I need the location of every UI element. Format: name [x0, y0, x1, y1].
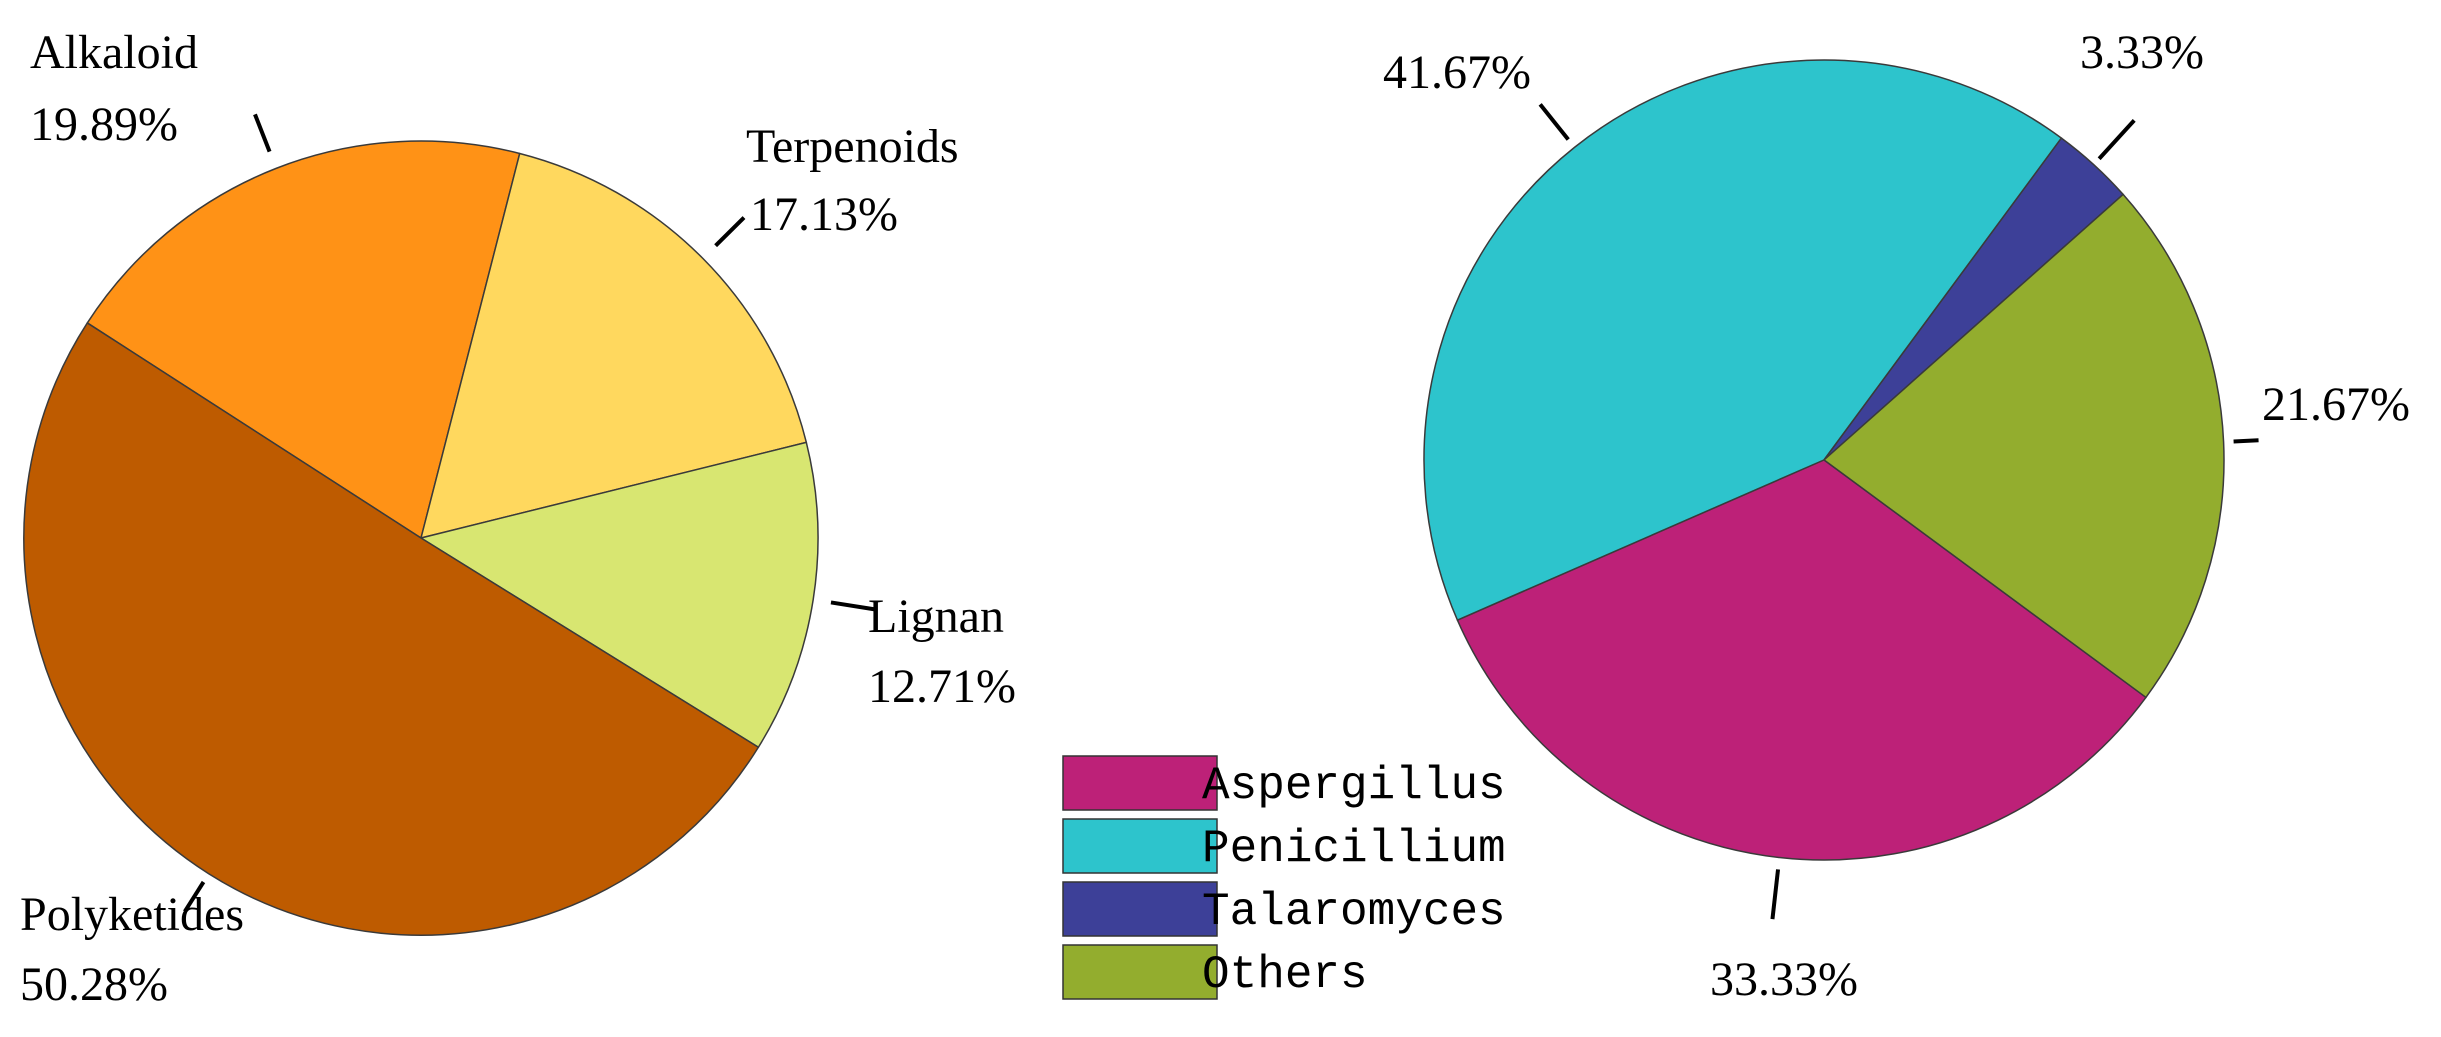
legend-label-talaromyces: Talaromyces — [1202, 886, 1506, 938]
slice-percent-label-others: 21.67% — [2262, 378, 2410, 431]
legend-swatch-penicillium — [1062, 818, 1218, 874]
legend-swatch-talaromyces — [1062, 881, 1218, 937]
legend-label-aspergillus: Aspergillus — [1202, 760, 1506, 812]
pie-slice-alkaloid — [86, 140, 521, 539]
slice-percent-label-polyketides: 50.28% — [20, 958, 168, 1011]
slice-percent-label-lignan: 12.71% — [868, 660, 1016, 713]
legend-swatch-aspergillus — [1062, 755, 1218, 811]
slice-percent-label-alkaloid: 19.89% — [30, 98, 178, 151]
pie-slice-penicillium — [1423, 59, 2063, 621]
legend-label-others: Others — [1202, 949, 1368, 1001]
slice-name-label-terpenoids: Terpenoids — [746, 120, 959, 173]
pie-slice-aspergillus — [1456, 459, 2147, 861]
leader-line-talaromyces — [2097, 118, 2136, 161]
slice-name-label-alkaloid: Alkaloid — [30, 26, 198, 79]
leader-line-others — [2233, 438, 2259, 444]
legend-swatch-others — [1062, 944, 1218, 1000]
pie-slice-terpenoids — [420, 152, 808, 539]
legend-label-penicillium: Penicillium — [1202, 823, 1506, 875]
slice-name-label-lignan: Lignan — [868, 590, 1004, 643]
slice-percent-label-aspergillus: 33.33% — [1710, 953, 1858, 1006]
pie-slice-polyketides — [23, 322, 760, 936]
pie-slice-others — [1823, 193, 2225, 699]
leader-line-alkaloid — [253, 113, 272, 153]
leader-line-lignan — [830, 600, 877, 612]
slice-percent-label-talaromyces: 3.33% — [2080, 26, 2204, 79]
genus-pie-chart: 41.67% 3.33% 21.67% 33.33% — [1383, 26, 2410, 1006]
slice-name-label-polyketides: Polyketides — [20, 888, 244, 941]
leader-line-penicillium — [1538, 103, 1570, 141]
slice-percent-label-penicillium: 41.67% — [1383, 46, 1531, 99]
slice-percent-label-terpenoids: 17.13% — [750, 188, 898, 241]
leader-line-terpenoids — [714, 216, 746, 248]
leader-line-polyketides — [183, 880, 206, 913]
leader-line-aspergillus — [1770, 869, 1781, 920]
pie-slice-lignan — [420, 441, 819, 749]
compound-class-pie-chart: Alkaloid 19.89% Terpenoids 17.13% Lignan 12.7… — [20, 26, 1016, 1011]
genus-legend: Aspergillus Penicillium Talaromyces Others — [1062, 755, 1506, 1001]
